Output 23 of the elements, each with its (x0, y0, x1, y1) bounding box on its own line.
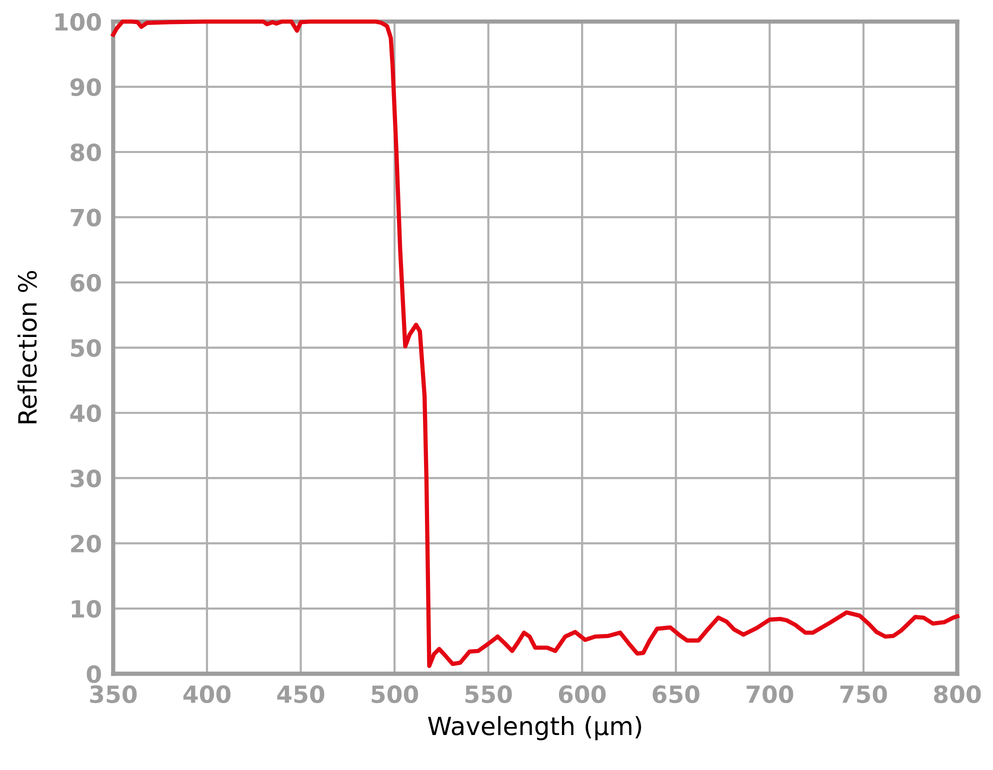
x-tick-label: 750 (840, 685, 887, 704)
y-tick-label: 50 (71, 339, 101, 357)
y-tick-label: 10 (72, 600, 101, 618)
x-tick-label: 800 (934, 685, 981, 704)
x-tick-label: 550 (466, 685, 512, 704)
y-tick-label: 60 (70, 274, 101, 292)
y-axis-title: Reflection % (18, 270, 37, 424)
x-tick-label: 500 (372, 685, 418, 704)
x-tick-label: 350 (90, 685, 137, 704)
y-tick-label: 40 (70, 404, 101, 422)
y-tick-label: 80 (70, 143, 101, 162)
y-tick-label: 0 (86, 665, 101, 684)
y-tick-label: 90 (70, 78, 101, 96)
y-tick-label: 100 (55, 13, 101, 31)
x-axis-title: Wavelength (µm) (428, 716, 642, 740)
y-tick-label: 30 (70, 470, 101, 488)
x-tick-label: 400 (183, 685, 230, 704)
x-tick-label: 450 (277, 685, 324, 704)
x-tick-label: 600 (558, 685, 606, 704)
y-tick-label: 70 (70, 208, 101, 227)
x-tick-label: 700 (746, 685, 794, 704)
y-tick-label: 20 (71, 534, 101, 553)
x-tick-label: 650 (652, 685, 700, 704)
